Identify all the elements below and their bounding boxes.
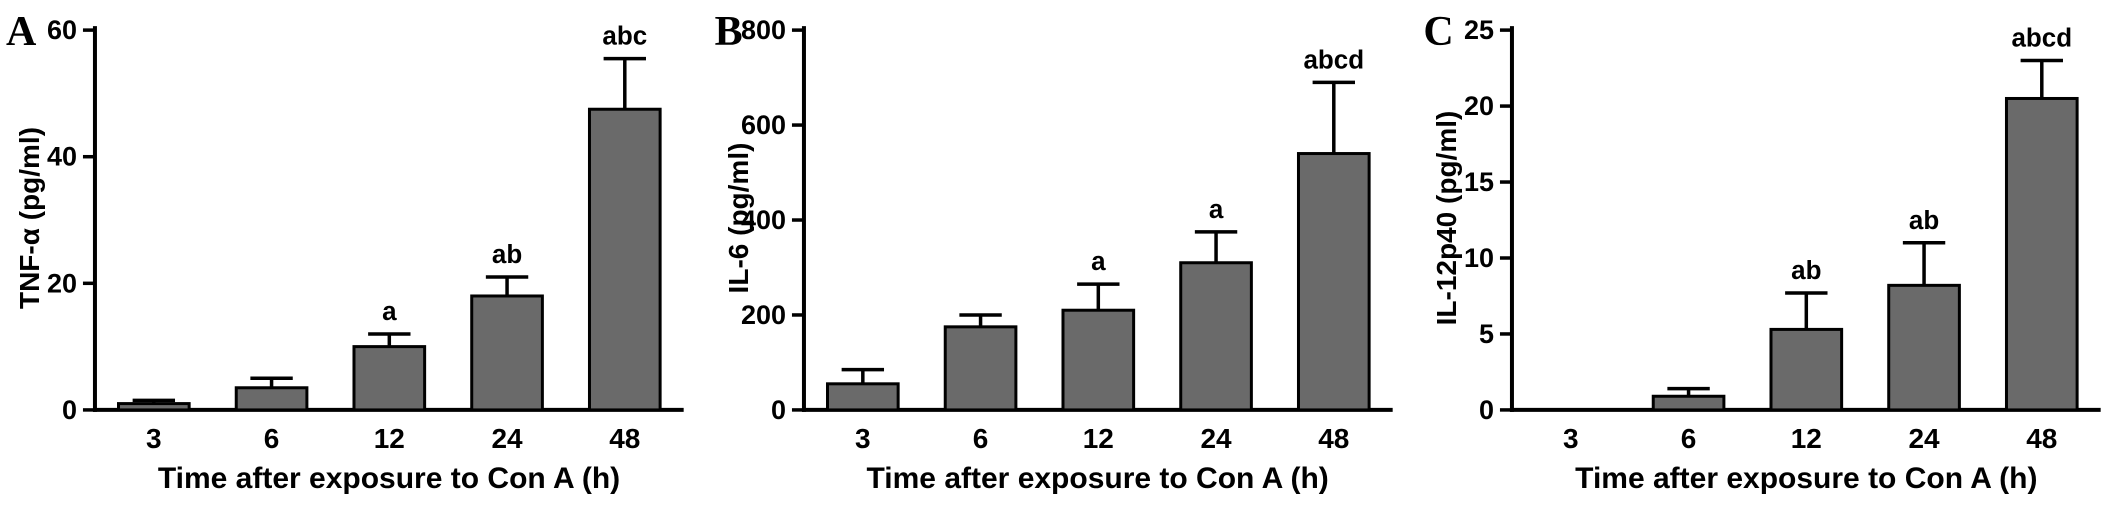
- bar-6: [943, 325, 1018, 412]
- x-tick-label-3: 3: [146, 423, 162, 454]
- x-axis-label: Time after exposure to Con A (h): [866, 462, 1329, 495]
- bar-3: [825, 382, 900, 412]
- x-tick-label-48: 48: [609, 423, 640, 454]
- bar-6: [234, 386, 309, 412]
- bar-48: [2005, 96, 2079, 412]
- x-axis-label: Time after exposure to Con A (h): [1575, 462, 2038, 495]
- x-tick-label-12: 12: [374, 423, 405, 454]
- y-tick-label: 25: [1464, 15, 1494, 45]
- panel-label: C: [1423, 9, 1454, 55]
- y-tick-label: 20: [1464, 91, 1494, 121]
- bar-chart: 0 20 40 60 3 6 a 12 ab 24 abc 48: [47, 15, 684, 454]
- bar-3: [117, 402, 191, 412]
- panel-A: A TNF-α (pg/ml) Time after exposure to C…: [0, 0, 709, 510]
- panel-C: C IL-12p40 (pg/ml) Time after exposure t…: [1417, 0, 2126, 510]
- x-tick-label-6: 6: [972, 423, 988, 454]
- bar-24: [1178, 261, 1253, 412]
- significance-label-48: abcd: [1303, 44, 1364, 74]
- y-tick-label: 40: [47, 142, 77, 172]
- bar-6: [1652, 394, 1726, 412]
- y-tick-label: 15: [1464, 167, 1494, 197]
- y-tick-label: 0: [62, 395, 77, 425]
- y-tick-label: 600: [741, 110, 786, 140]
- y-tick-label: 0: [1479, 395, 1494, 425]
- bar-48: [1296, 152, 1371, 412]
- significance-label-48: abcd: [2012, 23, 2073, 53]
- significance-label-12: ab: [1791, 255, 1821, 285]
- x-tick-label-48: 48: [2027, 423, 2058, 454]
- panel-label: A: [6, 9, 37, 55]
- x-tick-label-24: 24: [1200, 423, 1232, 454]
- y-tick-label: 5: [1479, 319, 1494, 349]
- significance-label-48: abc: [602, 21, 647, 51]
- bar-chart: 0 200 400 600 800 3 6 a 12 a 24 abcd 48: [741, 15, 1393, 454]
- y-tick-label: 0: [771, 395, 786, 425]
- x-tick-label-12: 12: [1082, 423, 1113, 454]
- bar-12: [1061, 308, 1135, 412]
- bar-48: [587, 107, 662, 412]
- x-tick-label-48: 48: [1318, 423, 1349, 454]
- x-tick-label-3: 3: [1563, 423, 1579, 454]
- y-tick-label: 60: [47, 15, 77, 45]
- panel-B: B IL-6 (pg/ml) Time after exposure to Co…: [709, 0, 1418, 510]
- significance-label-12: a: [382, 296, 397, 326]
- significance-label-12: a: [1091, 246, 1106, 276]
- bar-24: [1887, 283, 1962, 412]
- y-tick-label: 400: [741, 205, 786, 235]
- y-tick-label: 20: [47, 268, 77, 298]
- bar-12: [1769, 327, 1844, 412]
- x-tick-label-12: 12: [1791, 423, 1822, 454]
- x-tick-label-6: 6: [1681, 423, 1697, 454]
- x-axis-label: Time after exposure to Con A (h): [157, 462, 621, 495]
- significance-label-24: ab: [1909, 205, 1939, 235]
- y-tick-label: 10: [1464, 243, 1494, 273]
- x-tick-label-24: 24: [1909, 423, 1941, 454]
- bar-chart: 0 5 10 15 20 25 3 6 ab 12 ab 24 abcd 48: [1464, 15, 2101, 454]
- x-tick-label-3: 3: [855, 423, 871, 454]
- significance-label-24: a: [1208, 194, 1223, 224]
- bar-12: [352, 345, 427, 412]
- x-tick-label-24: 24: [491, 423, 523, 454]
- bar-24: [470, 294, 544, 412]
- significance-label-24: ab: [492, 239, 522, 269]
- x-tick-label-6: 6: [264, 423, 280, 454]
- y-tick-label: 800: [741, 15, 786, 45]
- y-tick-label: 200: [741, 300, 786, 330]
- panel-label: B: [714, 9, 743, 55]
